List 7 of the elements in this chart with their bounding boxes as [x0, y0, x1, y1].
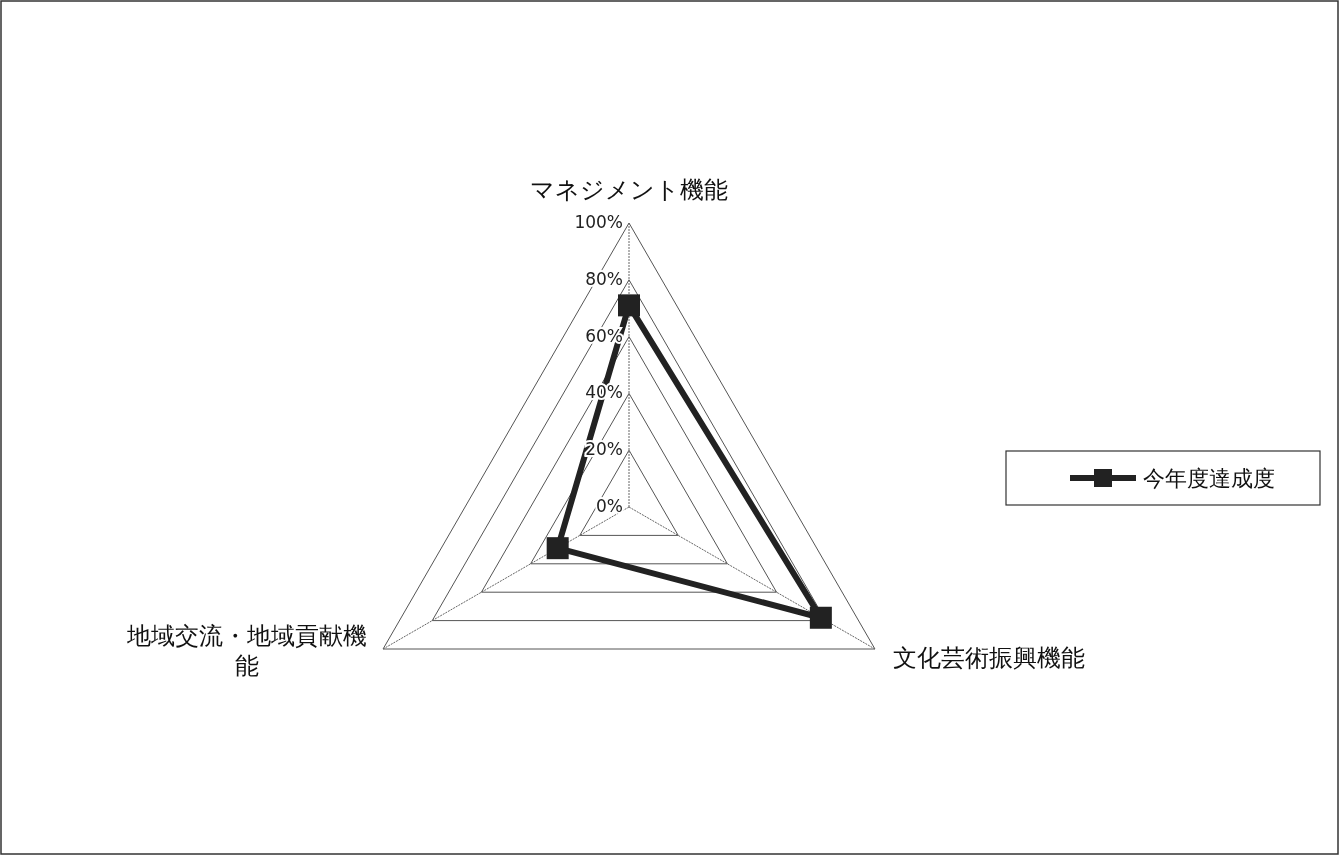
y-tick-label: 80% [585, 268, 623, 289]
spoke-label: 文化芸術振興機能 [892, 643, 1086, 673]
y-tick-label: 0% [596, 496, 623, 516]
spoke-label: マネジメント機能 [529, 175, 729, 205]
spoke-label: 地域交流・地域貢献機能 [126, 621, 369, 681]
legend-label: 今年度達成度 [1143, 466, 1275, 491]
y-tick-label: 100% [574, 212, 623, 232]
